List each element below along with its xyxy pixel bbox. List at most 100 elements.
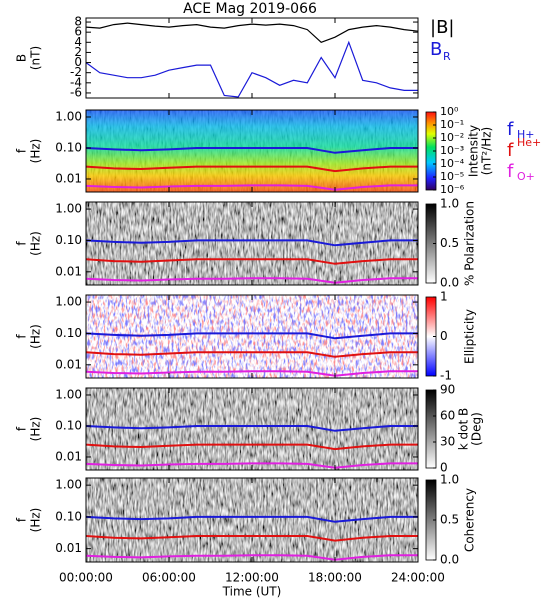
axis-label: k dot B <box>457 408 471 450</box>
y-tick-label: -6 <box>70 85 82 99</box>
colorbar-tick-label: 1.0 <box>440 473 459 487</box>
colorbar-tick-label: 0 <box>440 329 448 343</box>
y-tick-label: 0.10 <box>55 326 82 340</box>
y-tick-label: 4 <box>74 35 82 49</box>
legend-subscript: R <box>443 50 451 63</box>
colorbar-tick-label: 0.5 <box>440 236 459 250</box>
y-tick-label: 0.01 <box>55 541 82 555</box>
axis-label: (Deg) <box>470 412 484 446</box>
y-tick-label: 1.00 <box>55 387 82 401</box>
colorbar-tick-label: 30 <box>440 435 455 449</box>
colorbar-tick-label: 10⁻³ <box>440 144 464 157</box>
data-line <box>86 40 418 98</box>
axis-label: Intensity <box>467 125 481 177</box>
colorbar-tick-label: 0.0 <box>440 553 459 567</box>
legend-subscript: O+ <box>517 170 535 183</box>
x-tick-label: 24:00:00 <box>391 571 445 585</box>
legend-label: f <box>507 119 514 140</box>
frequency-line <box>86 239 418 247</box>
frequency-line <box>86 370 418 377</box>
frequency-line <box>86 443 418 451</box>
y-tick-label: 1.00 <box>55 109 82 123</box>
y-tick-label: 0.01 <box>55 171 82 185</box>
y-tick-label: 1.00 <box>55 295 82 309</box>
colorbar <box>425 389 437 469</box>
frequency-line <box>86 184 418 191</box>
y-tick-label: 8 <box>74 15 82 29</box>
frequency-line <box>86 515 418 523</box>
chart-title: ACE Mag 2019-066 <box>183 1 317 17</box>
plot-frame <box>85 17 419 99</box>
frequency-line <box>86 425 418 432</box>
axis-label: Coherency <box>463 488 477 552</box>
axis-label: f <box>15 517 29 522</box>
y-tick-label: 1.00 <box>55 202 82 216</box>
axis-label: (Hz) <box>29 231 43 256</box>
colorbar-tick-label: 10⁻⁵ <box>440 170 464 183</box>
x-tick-label: 18:00:00 <box>308 571 362 585</box>
y-tick-label: 2 <box>74 45 82 59</box>
legend-label: f <box>507 140 514 161</box>
axis-label: (Hz) <box>29 508 43 533</box>
frequency-line <box>86 554 418 561</box>
colorbar-tick-label: 10⁻⁶ <box>440 183 465 196</box>
axis-label: (nT²/Hz) <box>480 127 494 175</box>
frequency-line <box>86 147 418 154</box>
frequency-line <box>86 165 418 173</box>
x-tick-label: 00:00:00 <box>59 571 113 585</box>
colorbar-tick-label: 10⁰ <box>440 105 459 118</box>
colorbar-tick-label: 10⁻⁴ <box>440 157 465 170</box>
axis-label: Ellipticity <box>463 309 477 364</box>
y-tick-label: 0.01 <box>55 357 82 371</box>
colorbar-tick-label: 0.5 <box>440 513 459 527</box>
axis-label: (Hz) <box>29 324 43 349</box>
legend-label: |B| <box>430 17 454 38</box>
axis-label: (Hz) <box>29 417 43 442</box>
axis-label: f <box>15 241 29 246</box>
colorbar-tick-label: 10⁻¹ <box>440 118 464 131</box>
y-tick-label: 0.10 <box>55 233 82 247</box>
axis-label: f <box>15 334 29 339</box>
colorbar-tick-label: 60 <box>440 409 455 423</box>
data-line <box>86 22 418 43</box>
y-tick-label: 0.10 <box>55 140 82 154</box>
y-tick-label: 6 <box>74 25 82 39</box>
colorbar-tick-label: -1 <box>440 369 452 383</box>
y-tick-label: 0.10 <box>55 418 82 432</box>
frequency-line <box>86 277 418 284</box>
y-tick-label: -2 <box>70 65 82 79</box>
x-tick-label: 06:00:00 <box>142 571 196 585</box>
colorbar-tick-label: 90 <box>440 383 455 397</box>
legend-subscript: H+ <box>517 128 535 141</box>
y-tick-label: 0.01 <box>55 449 82 463</box>
y-tick-label: 0.01 <box>55 264 82 278</box>
y-tick-label: -4 <box>70 75 82 89</box>
frequency-line <box>86 462 418 469</box>
colorbar-tick-label: 10⁻² <box>440 131 464 144</box>
frequency-line <box>86 535 418 542</box>
axis-label: (nT) <box>29 46 43 70</box>
axis-label: B <box>15 54 29 62</box>
axis-label: (Hz) <box>29 139 43 164</box>
spectrogram-image <box>86 478 418 562</box>
colorbar-tick-label: 1.0 <box>440 197 459 211</box>
x-axis-label: Time (UT) <box>222 585 282 599</box>
frequency-line <box>86 258 418 265</box>
frequency-line <box>86 351 418 358</box>
axis-label: f <box>15 148 29 153</box>
y-tick-label: 1.00 <box>55 478 82 492</box>
y-tick-label: 0 <box>74 55 82 69</box>
legend-subscript: He+ <box>517 136 541 149</box>
axis-label: % Polarization <box>463 201 477 286</box>
colorbar-tick-label: 1 <box>440 290 448 304</box>
legend-label: B <box>430 39 442 60</box>
colorbar-tick-label: 0 <box>440 461 448 475</box>
y-tick-label: 0.10 <box>55 509 82 523</box>
colorbar-tick-label: 0.0 <box>440 276 459 290</box>
axis-label: f <box>15 426 29 431</box>
frequency-line <box>86 332 418 340</box>
legend-label: f <box>507 161 514 182</box>
x-tick-label: 12:00:00 <box>225 571 279 585</box>
